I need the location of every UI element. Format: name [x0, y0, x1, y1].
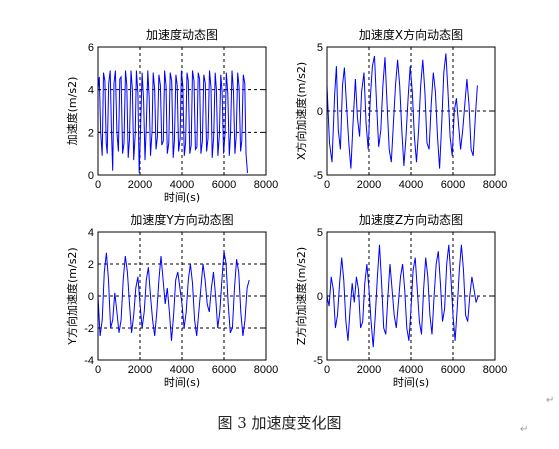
x-tick-label: 8000	[483, 364, 507, 376]
chart-title: 加速度X方向动态图	[359, 27, 463, 42]
x-tick-label: 6000	[441, 179, 465, 191]
x-tick-label: 2000	[357, 179, 381, 191]
x-tick-label: 0	[95, 364, 101, 376]
figure-caption: 图 3 加速度变化图	[217, 414, 342, 432]
y-axis-label: Y方向加速度(m/s2)	[65, 247, 79, 345]
y-tick-label: 2	[88, 127, 94, 139]
y-tick-label: 0	[317, 291, 323, 303]
y-tick-label: 0	[88, 291, 94, 303]
x-tick-label: 8000	[254, 364, 278, 376]
x-tick-label: 4000	[170, 179, 194, 191]
y-axis-label: Z方向加速度(m/s2)	[294, 247, 308, 345]
return-mark-icon: ↵	[520, 424, 529, 435]
x-tick-label: 0	[324, 364, 330, 376]
x-tick-label: 0	[324, 179, 330, 191]
y-tick-label: 5	[317, 227, 323, 239]
chart-title: 加速度Y方向动态图	[130, 212, 233, 227]
x-tick-label: 6000	[212, 364, 236, 376]
chart-panel-2: 0 2000 4000 6000 8000-505加速度X方向动态图X方向加速度(m/s…	[294, 27, 507, 191]
x-tick-label: 8000	[254, 179, 278, 191]
y-tick-label: 5	[317, 42, 323, 54]
chart-panel-4: 0 2000 4000 6000 8000-505加速度Z方向动态图时间(s)Z方向加速…	[294, 212, 507, 389]
x-tick-label: 4000	[170, 364, 194, 376]
y-tick-label: -5	[313, 355, 323, 367]
y-tick-label: 2	[88, 259, 94, 271]
series-line	[97, 251, 250, 341]
x-tick-label: 4000	[399, 179, 423, 191]
x-axis-label: 时间(s)	[164, 376, 200, 389]
x-tick-label: 8000	[483, 179, 507, 191]
y-tick-label: 4	[88, 85, 94, 97]
x-tick-label: 6000	[441, 364, 465, 376]
x-tick-label: 2000	[128, 364, 152, 376]
series-line	[326, 244, 479, 348]
x-axis-label: 时间(s)	[164, 191, 200, 204]
y-tick-label: -2	[84, 323, 94, 335]
y-tick-label: -5	[313, 170, 323, 182]
x-axis-label: 时间(s)	[393, 376, 429, 389]
y-tick-label: 4	[88, 227, 94, 239]
chart-title: 加速度动态图	[146, 27, 218, 42]
y-tick-label: 6	[88, 42, 94, 54]
series-line	[326, 53, 478, 169]
x-tick-label: 6000	[212, 179, 236, 191]
y-tick-label: -4	[84, 355, 94, 367]
y-tick-label: 0	[317, 106, 323, 118]
x-tick-label: 0	[95, 179, 101, 191]
x-tick-label: 2000	[128, 179, 152, 191]
x-tick-label: 4000	[399, 364, 423, 376]
y-axis-label: X方向加速度(m/s2)	[294, 62, 308, 160]
x-tick-label: 2000	[357, 364, 381, 376]
chart-title: 加速度Z方向动态图	[359, 212, 463, 227]
y-tick-label: 0	[88, 170, 94, 182]
y-axis-label: 加速度(m/s2)	[65, 77, 79, 146]
paragraph-mark-icon: ↵	[546, 395, 555, 406]
series-line	[97, 70, 248, 173]
